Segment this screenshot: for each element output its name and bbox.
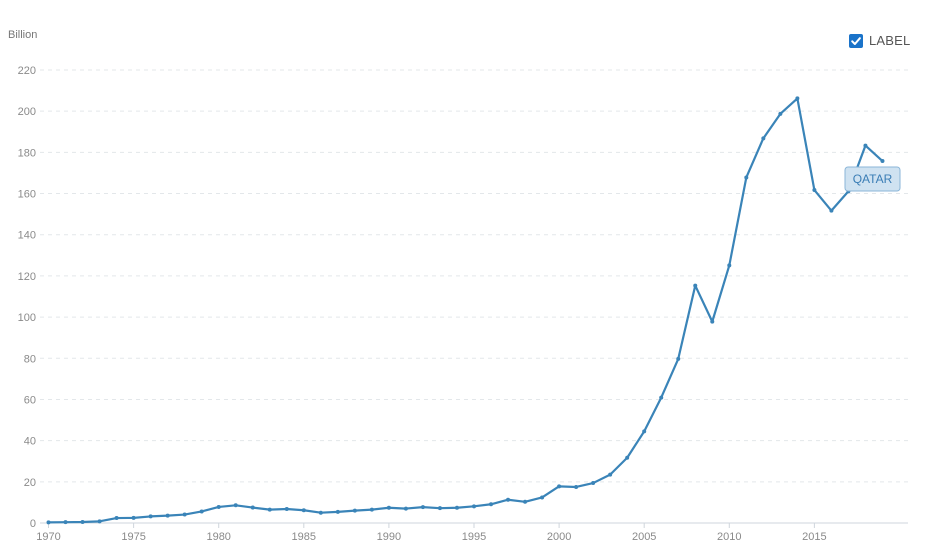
data-point[interactable] [625, 455, 630, 460]
data-point[interactable] [744, 175, 749, 180]
data-point[interactable] [369, 507, 374, 512]
data-point[interactable] [216, 504, 221, 509]
data-point[interactable] [233, 503, 238, 508]
data-point[interactable] [454, 505, 459, 510]
series-tag-box [844, 166, 901, 192]
series-tag-label: QATAR [853, 172, 893, 186]
y-tick-label: 20 [24, 477, 36, 489]
y-tick-label: 180 [18, 147, 36, 159]
y-axis-ticks: 0 20 40 60 80 100 120 140 160 180 200 220 [18, 65, 36, 530]
y-tick-label: 0 [30, 518, 36, 530]
data-point[interactable] [829, 208, 834, 213]
x-tick-label: 1970 [36, 531, 60, 543]
data-point[interactable] [318, 510, 323, 515]
y-tick-label: 140 [18, 230, 36, 242]
data-point[interactable] [812, 188, 817, 193]
data-point[interactable] [642, 429, 647, 434]
data-point[interactable] [523, 499, 528, 504]
x-tick-label: 1990 [377, 531, 401, 543]
x-tick-label: 1975 [121, 531, 145, 543]
checkmark-icon [851, 36, 861, 45]
data-point[interactable] [540, 495, 545, 500]
data-point[interactable] [863, 143, 868, 148]
series-points [46, 96, 885, 525]
data-point[interactable] [676, 356, 681, 361]
x-tick-label: 2010 [717, 531, 741, 543]
data-point[interactable] [165, 513, 170, 518]
x-tick-label: 1995 [462, 531, 486, 543]
data-point[interactable] [46, 520, 51, 525]
y-tick-label: 160 [18, 189, 36, 201]
data-point[interactable] [557, 484, 562, 489]
data-point[interactable] [608, 472, 613, 477]
data-point[interactable] [250, 505, 255, 510]
legend-toggle[interactable]: LABEL [849, 33, 910, 48]
x-tick-label: 1980 [206, 531, 230, 543]
y-tick-label: 120 [18, 271, 36, 283]
data-point[interactable] [148, 514, 153, 519]
data-point[interactable] [795, 96, 800, 101]
data-point[interactable] [352, 508, 357, 513]
data-point[interactable] [489, 502, 494, 507]
x-tick-label: 1985 [292, 531, 316, 543]
x-tick-label: 2000 [547, 531, 571, 543]
series-tag[interactable]: QATAR [844, 166, 901, 192]
y-tick-label: 60 [24, 394, 36, 406]
data-point[interactable] [659, 395, 664, 400]
y-tick-label: 40 [24, 436, 36, 448]
data-point[interactable] [710, 319, 715, 324]
y-tick-label: 220 [18, 65, 36, 77]
data-point[interactable] [437, 506, 442, 511]
data-point[interactable] [97, 519, 102, 524]
data-point[interactable] [420, 505, 425, 510]
data-point[interactable] [199, 509, 204, 514]
data-point[interactable] [80, 519, 85, 524]
data-point[interactable] [63, 520, 68, 525]
data-point[interactable] [335, 509, 340, 514]
legend-checkbox[interactable] [849, 33, 863, 48]
data-point[interactable] [114, 516, 119, 521]
y-tick-label: 100 [18, 312, 36, 324]
data-point[interactable] [574, 484, 579, 489]
data-point[interactable] [727, 263, 732, 268]
data-point[interactable] [131, 515, 136, 520]
gridlines [40, 69, 908, 483]
data-point[interactable] [778, 111, 783, 116]
x-tick-label: 2015 [802, 531, 826, 543]
data-point[interactable] [403, 506, 408, 511]
y-axis-unit-label: Billion [8, 29, 37, 41]
data-point[interactable] [506, 497, 511, 502]
data-point[interactable] [267, 507, 272, 512]
series-line-qatar[interactable] [47, 97, 884, 524]
y-tick-label: 200 [18, 106, 36, 118]
legend-label: LABEL [869, 33, 911, 48]
data-point[interactable] [880, 159, 885, 164]
data-point[interactable] [301, 508, 306, 513]
x-axis-ticks: 1970 1975 1980 1985 1990 1995 2000 2005 2010 2015 [36, 523, 827, 543]
data-point[interactable] [182, 512, 187, 517]
data-point[interactable] [761, 136, 766, 141]
y-tick-label: 80 [24, 353, 36, 365]
data-point[interactable] [591, 481, 596, 486]
data-point[interactable] [472, 504, 476, 509]
data-point[interactable] [693, 283, 698, 288]
data-point[interactable] [284, 506, 289, 511]
data-point[interactable] [386, 505, 391, 510]
x-tick-label: 2005 [632, 531, 656, 543]
